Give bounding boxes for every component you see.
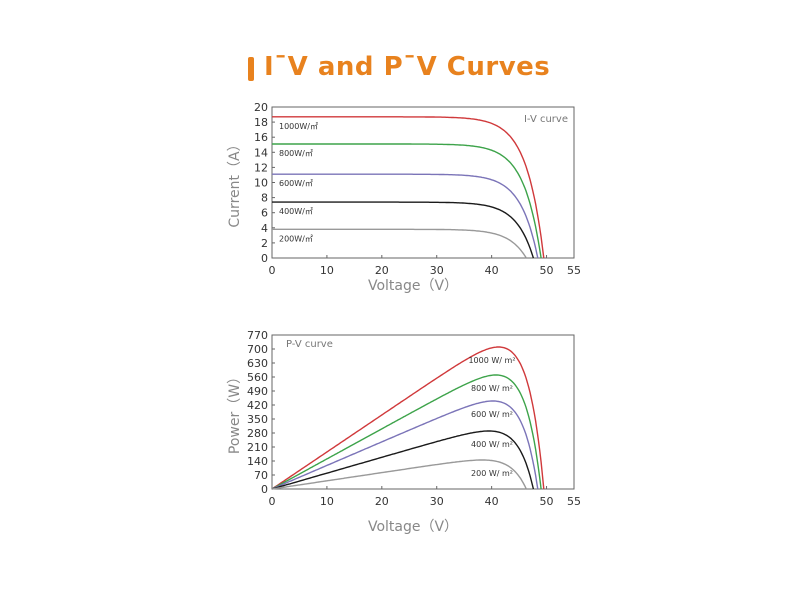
- pv-series-line: [271, 400, 539, 490]
- y-tick-label: 210: [247, 441, 268, 454]
- series-label: 200W/㎡: [279, 234, 313, 243]
- y-tick-label: 420: [247, 399, 268, 412]
- y-tick-label: 10: [254, 177, 268, 190]
- title-accent-bar: [248, 57, 254, 81]
- x-axis-label: Voltage（V）: [368, 519, 458, 535]
- y-axis-label: Current（A）: [227, 137, 243, 227]
- x-tick-label: 55: [567, 264, 581, 277]
- y-tick-label: 70: [254, 469, 268, 482]
- iv-series-line: [272, 116, 545, 259]
- iv-series-line: [272, 201, 535, 259]
- y-tick-label: 140: [247, 455, 268, 468]
- y-tick-label: 0: [261, 483, 268, 496]
- y-tick-label: 12: [254, 161, 268, 174]
- page-title: I¯V and P¯V Curves: [264, 52, 551, 82]
- x-tick-label: 30: [430, 495, 444, 508]
- y-tick-label: 700: [247, 343, 268, 356]
- pv-series-line: [271, 459, 527, 490]
- x-tick-label: 0: [269, 264, 276, 277]
- pv-series-line: [271, 430, 535, 490]
- x-tick-label: 10: [320, 264, 334, 277]
- series-label: 400 W/ m²: [471, 440, 513, 449]
- chart-title: I-V curve: [524, 114, 568, 125]
- series-label: 1000 W/ m²: [468, 356, 515, 365]
- x-tick-label: 10: [320, 495, 334, 508]
- y-tick-label: 20: [254, 101, 268, 114]
- series-label: 600 W/ m²: [471, 410, 513, 419]
- y-tick-label: 4: [261, 222, 268, 235]
- x-tick-label: 30: [430, 264, 444, 277]
- y-tick-label: 8: [261, 192, 268, 205]
- y-tick-label: 630: [247, 357, 268, 370]
- y-tick-label: 0: [261, 252, 268, 265]
- y-tick-label: 560: [247, 371, 268, 384]
- y-tick-label: 490: [247, 385, 268, 398]
- x-tick-label: 40: [485, 495, 499, 508]
- y-tick-label: 14: [254, 146, 268, 159]
- y-axis-label: Power（W）: [227, 370, 243, 454]
- iv-series-line: [272, 228, 527, 259]
- series-label: 400W/㎡: [279, 207, 313, 216]
- x-tick-label: 50: [540, 264, 554, 277]
- x-tick-label: 20: [375, 264, 389, 277]
- plot-frame-pv: [271, 334, 575, 490]
- iv-series-line: [272, 143, 542, 259]
- x-tick-label: 40: [485, 264, 499, 277]
- series-label: 1000W/㎡: [279, 122, 318, 131]
- x-tick-label: 50: [540, 495, 554, 508]
- iv-series-line: [272, 173, 539, 259]
- x-tick-label: 20: [375, 495, 389, 508]
- x-axis-label: Voltage（V）: [368, 278, 458, 294]
- y-tick-label: 18: [254, 116, 268, 129]
- series-label: 200 W/ m²: [471, 469, 513, 478]
- series-label: 600W/㎡: [279, 179, 313, 188]
- series-label: 800W/㎡: [279, 149, 313, 158]
- series-label: 800 W/ m²: [471, 384, 513, 393]
- y-tick-label: 350: [247, 413, 268, 426]
- y-tick-label: 2: [261, 237, 268, 250]
- x-tick-label: 55: [567, 495, 581, 508]
- pv-series-line: [271, 346, 545, 490]
- y-tick-label: 280: [247, 427, 268, 440]
- y-tick-label: 16: [254, 131, 268, 144]
- y-tick-label: 770: [247, 329, 268, 342]
- chart-title: P-V curve: [286, 339, 333, 350]
- x-tick-label: 0: [269, 495, 276, 508]
- pv-series-line: [271, 374, 542, 490]
- y-tick-label: 6: [261, 207, 268, 220]
